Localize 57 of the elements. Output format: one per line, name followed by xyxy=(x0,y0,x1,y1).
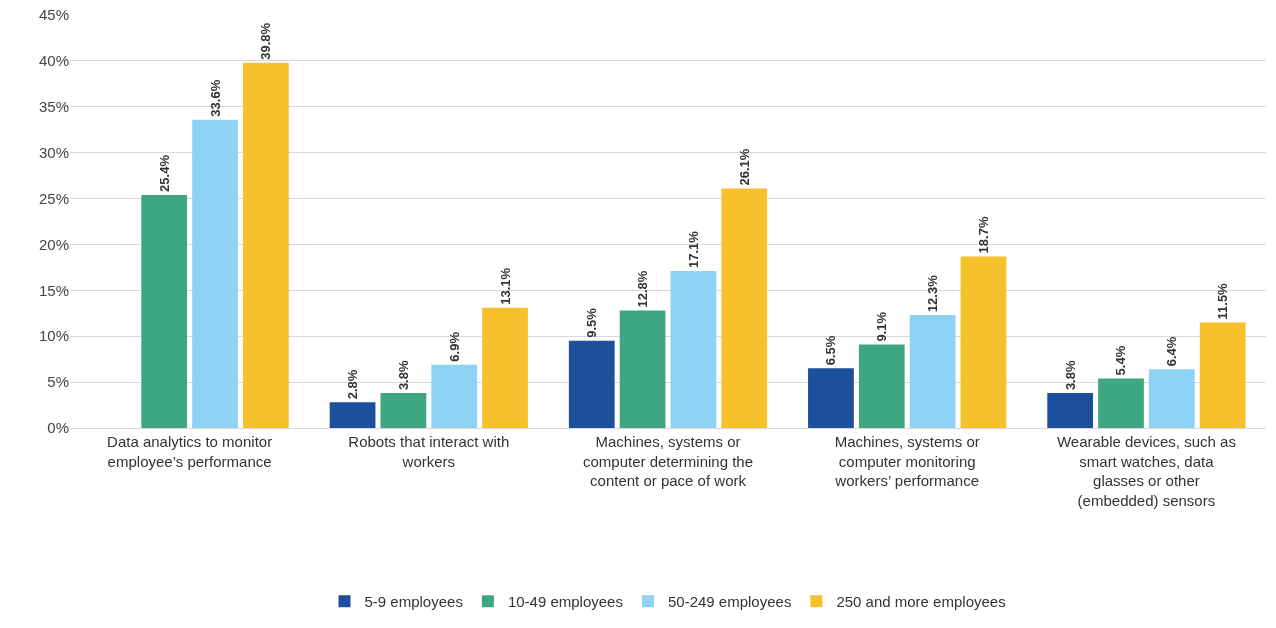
x-tick-label: Wearable devices, such as smart watches, data glasses or other (embedded) sensors xyxy=(1056,433,1236,509)
legend-label: 50-249 employees xyxy=(667,593,792,611)
x-tick-label: Robots that interact with workers xyxy=(348,433,510,470)
data-label: 9.1% xyxy=(874,311,890,342)
bar xyxy=(482,307,528,428)
x-tick-label: Data analytics to monitor employee’s performance xyxy=(107,433,273,470)
data-label: 3.8% xyxy=(1062,360,1078,391)
bar xyxy=(380,393,427,428)
data-label: 6.4% xyxy=(1164,336,1180,367)
data-label: 3.8% xyxy=(395,360,411,391)
data-label: 33.6% xyxy=(207,79,223,117)
bar xyxy=(1199,322,1246,428)
y-tick-label: 10% xyxy=(38,327,69,345)
y-tick-label: 25% xyxy=(38,189,69,207)
bar xyxy=(619,310,666,428)
legend-label: 5-9 employees xyxy=(364,593,463,611)
data-label: 6.9% xyxy=(446,331,462,362)
bar xyxy=(909,315,956,428)
bar xyxy=(1098,378,1144,428)
data-label: 9.5% xyxy=(584,307,600,338)
data-label: 11.5% xyxy=(1215,282,1231,320)
data-label: 12.3% xyxy=(925,274,941,313)
data-label: 2.8% xyxy=(345,369,361,400)
y-tick-label: 45% xyxy=(38,6,69,24)
data-label: 18.7% xyxy=(975,216,991,254)
y-tick-label: 20% xyxy=(38,235,69,253)
bar xyxy=(242,62,289,428)
y-tick-label: 15% xyxy=(38,281,69,299)
data-label: 5.4% xyxy=(1113,345,1129,376)
bar xyxy=(192,119,238,428)
bar xyxy=(858,344,905,428)
bar xyxy=(960,256,1007,428)
data-label: 25.4% xyxy=(156,154,172,192)
bar xyxy=(808,368,854,428)
y-tick-label: 5% xyxy=(47,373,69,391)
legend-label: 250 and more employees xyxy=(836,593,1006,611)
data-label: 17.1% xyxy=(685,230,701,269)
y-tick-label: 0% xyxy=(47,419,69,437)
y-tick-label: 40% xyxy=(38,52,69,70)
y-tick-label: 35% xyxy=(38,98,69,116)
bar xyxy=(141,194,188,428)
bar xyxy=(1047,393,1094,428)
x-tick-label: Machines, systems or computer monitoring workers’ performance xyxy=(834,433,980,489)
data-label: 6.5% xyxy=(823,335,839,366)
bar xyxy=(431,364,478,428)
data-label: 13.1% xyxy=(497,267,513,305)
bar xyxy=(670,271,717,428)
data-label: 26.1% xyxy=(736,148,752,186)
data-label: 39.8% xyxy=(258,22,274,60)
bar xyxy=(329,402,376,428)
bar xyxy=(1148,369,1195,428)
bar xyxy=(721,188,768,428)
y-tick-label: 30% xyxy=(38,143,69,161)
x-tick-label: Machines, systems or computer determining the content or pace of work xyxy=(582,433,754,489)
data-label: 12.8% xyxy=(635,270,651,308)
bar xyxy=(568,340,615,428)
legend-label: 10-49 employees xyxy=(507,593,623,611)
